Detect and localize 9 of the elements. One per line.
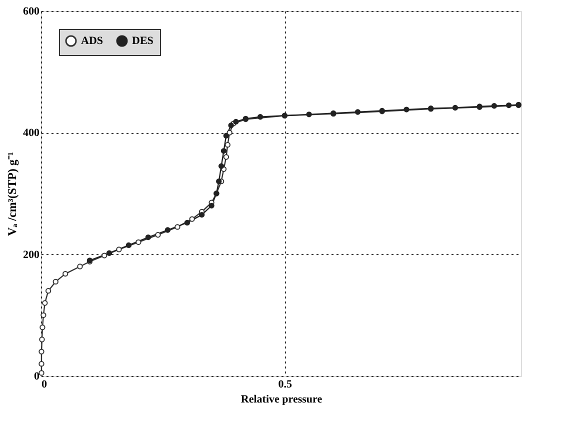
legend-label: DES — [132, 35, 154, 47]
legend-label: ADS — [81, 35, 104, 47]
y-tick-label: 600 — [23, 6, 40, 18]
y-tick-label: 400 — [23, 127, 40, 140]
x-tick-label: 0.5 — [278, 378, 293, 390]
y-tick-label: 200 — [23, 248, 40, 261]
y-tick-label: 0 — [34, 370, 40, 382]
x-axis-title: Relative pressure — [240, 394, 322, 406]
y-axis-title: Vₐ /cm³(STP) g⁻¹ — [5, 152, 19, 236]
